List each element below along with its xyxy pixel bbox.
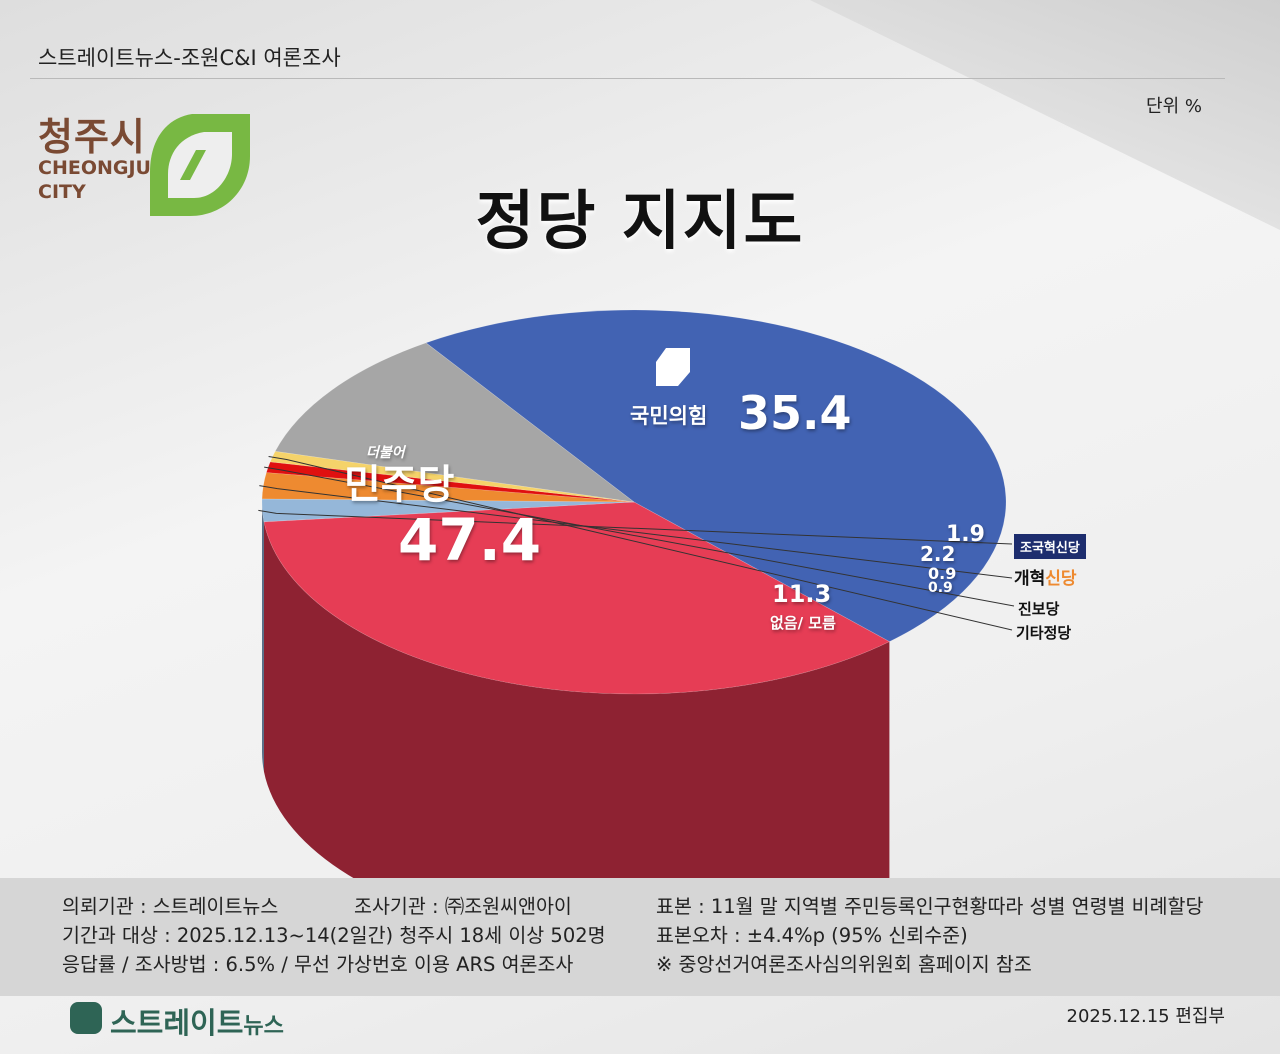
none-name-label: 없음/ 모름 bbox=[770, 614, 836, 632]
rebuild-value-label: 1.9 bbox=[946, 522, 985, 547]
period-text: 기간과 대상 : 2025.12.13~14(2일간) 청주시 18세 이상 5… bbox=[62, 924, 606, 947]
ppp-emblem-icon bbox=[656, 348, 690, 386]
pie-chart bbox=[258, 309, 1015, 880]
pie-slice-reform bbox=[261, 472, 635, 503]
ppp-name-label: 국민의힘 bbox=[630, 404, 708, 428]
sample-text: 표본 : 11월 말 지역별 주민등록인구현황따라 성별 연령별 비례할당 bbox=[656, 895, 1204, 918]
logo-english: CHEONGJU CITY bbox=[38, 156, 151, 204]
edit-date: 2025.12.15 편집부 bbox=[1066, 1006, 1225, 1027]
dem-small-label: 더불어 bbox=[366, 445, 405, 461]
logo-korean: 청주시 bbox=[38, 115, 146, 159]
unit-label: 단위 % bbox=[1146, 96, 1202, 117]
leader-line-reform bbox=[259, 485, 1013, 579]
chart-title: 정당 지지도 bbox=[475, 185, 805, 259]
pie-slice-rebuild bbox=[261, 498, 635, 523]
method-text: 응답률 / 조사방법 : 6.5% / 무선 가상번호 이용 ARS 여론조사 bbox=[62, 953, 574, 976]
logo-english-line1: CHEONGJU bbox=[38, 157, 151, 179]
rebuild-name-label: 조국혁신당 bbox=[1014, 534, 1086, 559]
progressive-name-label: 진보당 bbox=[1018, 600, 1060, 618]
pie-slice-ppp bbox=[263, 501, 891, 695]
footer-band bbox=[0, 878, 1280, 996]
dem-value-label: 47.4 bbox=[398, 506, 542, 574]
cheongju-logo: 청주시 CHEONGJU CITY bbox=[38, 106, 258, 226]
brand-part-a: 스트레이트 bbox=[110, 1006, 244, 1040]
ppp-value-label: 35.4 bbox=[738, 386, 852, 440]
pie-slice-progressive bbox=[266, 461, 635, 503]
city-emblem-icon bbox=[150, 114, 250, 216]
brand-part-b: 뉴스 bbox=[243, 1014, 284, 1039]
agency-text: 조사기관 : ㈜조원씨앤아이 bbox=[354, 895, 572, 918]
dem-name-label: 민주당 bbox=[344, 462, 455, 508]
progressive-value-label: 0.9 bbox=[928, 564, 957, 583]
reform-name-part-b: 신당 bbox=[1045, 569, 1077, 589]
client-text: 의뢰기관 : 스트레이트뉴스 bbox=[62, 895, 279, 918]
survey-source: 스트레이트뉴스-조원C&I 여론조사 bbox=[38, 46, 341, 70]
pie-side-rebuild bbox=[262, 502, 264, 772]
pie-side-ppp bbox=[263, 521, 890, 880]
other-name-label: 기타정당 bbox=[1016, 624, 1072, 642]
none-value-label: 11.3 bbox=[772, 580, 832, 608]
error-text: 표본오차 : ±4.4%p (95% 신뢰수준) bbox=[656, 924, 968, 947]
reform-name-label: 개혁신당 bbox=[1014, 564, 1077, 589]
pie-slice-other bbox=[269, 450, 635, 503]
reform-value-label: 2.2 bbox=[920, 542, 956, 566]
brand-icon bbox=[70, 1002, 102, 1034]
note-text: ※ 중앙선거여론조사심의위원회 홈페이지 참조 bbox=[656, 953, 1032, 976]
brand-name: 스트레이트뉴스 bbox=[110, 1000, 284, 1042]
leader-line-other bbox=[268, 456, 1013, 631]
leader-line-rebuild bbox=[258, 509, 1013, 545]
other-value-label: 0.9 bbox=[928, 580, 953, 596]
logo-english-line2: CITY bbox=[38, 181, 86, 203]
header-rule bbox=[30, 78, 1225, 79]
leader-line-progressive bbox=[264, 466, 1015, 607]
reform-name-part-a: 개혁 bbox=[1014, 569, 1046, 589]
pie-slice-dem bbox=[425, 309, 1007, 642]
pie-slice-none bbox=[274, 342, 636, 503]
